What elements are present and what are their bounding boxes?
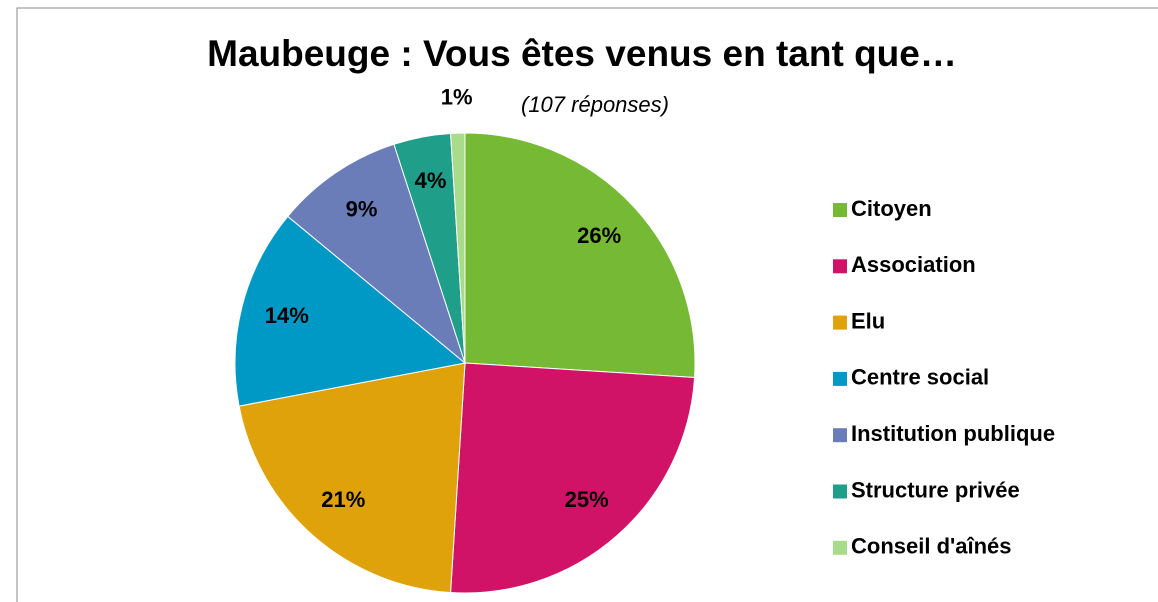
pie-slice: [450, 132, 466, 364]
pie-slice: [287, 143, 467, 365]
legend-swatch: [833, 371, 847, 386]
legend-swatch: [833, 315, 847, 330]
chart-subtitle: (107 réponses): [521, 92, 669, 117]
chart-title: Maubeuge : Vous êtes venus en tant que…: [207, 33, 957, 74]
legend-label: Conseil d'aînés: [851, 534, 1012, 559]
legend-swatch: [833, 484, 847, 499]
data-label: 21%: [321, 487, 365, 512]
data-label: 4%: [415, 168, 447, 193]
data-label: 1%: [441, 84, 473, 109]
legend-label: Centre social: [851, 365, 989, 390]
pie-slice: [464, 132, 696, 378]
pie-slice: [238, 362, 466, 594]
legend-label: Structure privée: [851, 477, 1020, 502]
legend-swatch: [833, 259, 847, 274]
data-label: 14%: [265, 303, 309, 328]
data-label: 9%: [346, 197, 378, 222]
pie-slice: [450, 362, 696, 594]
legend-swatch: [833, 203, 847, 217]
legend-label: Institution publique: [851, 421, 1055, 446]
legend-swatch: [833, 428, 847, 443]
legend-label: Citoyen: [851, 196, 932, 221]
legend-label: Association: [851, 252, 976, 277]
legend-swatch: [833, 540, 847, 555]
data-label: 26%: [577, 223, 621, 248]
data-label: 25%: [565, 487, 609, 512]
legend-label: Elu: [851, 308, 885, 333]
pie-slice: [234, 215, 467, 407]
